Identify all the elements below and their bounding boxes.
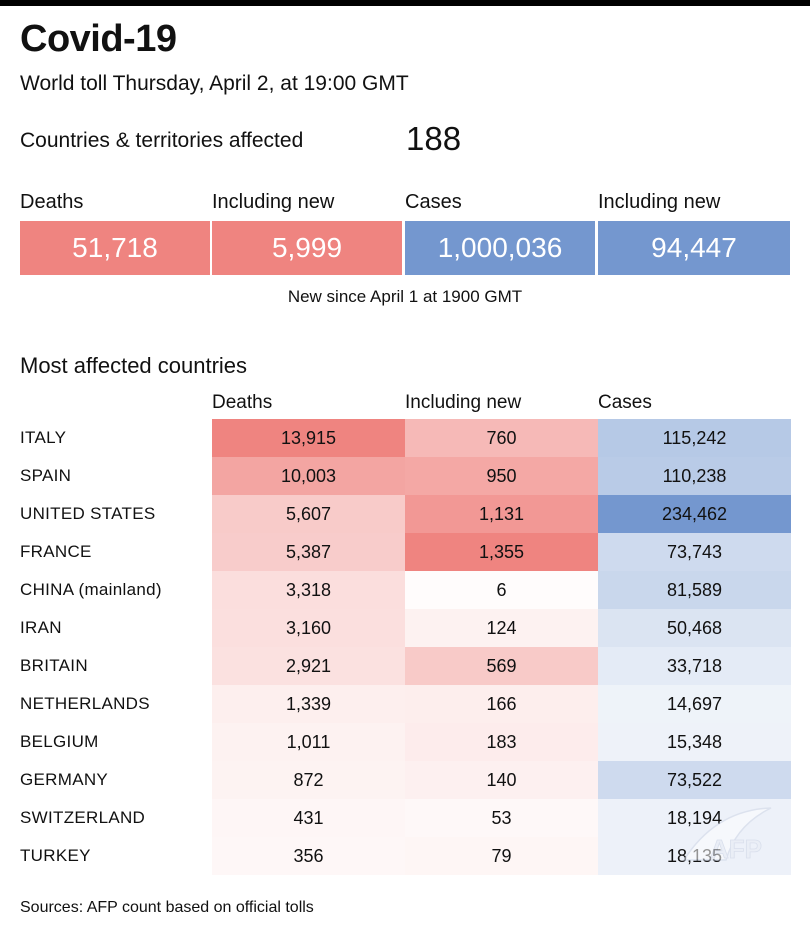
deaths-cell: 3,318 xyxy=(212,571,405,609)
country-name: TURKEY xyxy=(20,846,91,865)
section-title: Most affected countries xyxy=(20,353,248,378)
deaths-cell: 5,607 xyxy=(212,495,405,533)
total-value-deaths: 51,718 xyxy=(20,221,210,275)
deaths-cell: 2,921 xyxy=(212,647,405,685)
total-value-new-deaths: 5,999 xyxy=(212,221,402,275)
total-value-new-cases: 94,447 xyxy=(598,221,790,275)
column-header-deaths: Deaths xyxy=(212,392,273,413)
source-note: Sources: AFP count based on official tol… xyxy=(20,899,314,916)
cases-cell: 73,743 xyxy=(598,533,791,571)
table-row: UNITED STATES 5,607 1,131 234,462 xyxy=(0,495,810,533)
table-row: IRAN 3,160 124 50,468 xyxy=(0,609,810,647)
deaths-cell: 5,387 xyxy=(212,533,405,571)
cases-cell: 81,589 xyxy=(598,571,791,609)
total-header-deaths: Deaths xyxy=(20,191,84,213)
table-row: SWITZERLAND 431 53 18,194 xyxy=(0,799,810,837)
new-deaths-cell: 569 xyxy=(405,647,598,685)
page-subtitle: World toll Thursday, April 2, at 19:00 G… xyxy=(20,72,409,95)
new-deaths-cell: 166 xyxy=(405,685,598,723)
country-name: SPAIN xyxy=(20,466,72,485)
total-header-new-deaths: Including new xyxy=(212,191,335,213)
total-header-cases: Cases xyxy=(405,191,462,213)
country-name: ITALY xyxy=(20,428,67,447)
countries-affected-label: Countries & territories affected xyxy=(20,129,304,152)
table-row: BELGIUM 1,011 183 15,348 xyxy=(0,723,810,761)
column-header-cases: Cases xyxy=(598,392,652,413)
deaths-cell: 1,339 xyxy=(212,685,405,723)
new-deaths-cell: 1,131 xyxy=(405,495,598,533)
table-row: NETHERLANDS 1,339 166 14,697 xyxy=(0,685,810,723)
country-name: UNITED STATES xyxy=(20,504,156,523)
page-title: Covid-19 xyxy=(20,18,177,60)
country-name: BELGIUM xyxy=(20,732,99,751)
table-row: SPAIN 10,003 950 110,238 xyxy=(0,457,810,495)
cases-cell: 14,697 xyxy=(598,685,791,723)
deaths-cell: 431 xyxy=(212,799,405,837)
new-since-note: New since April 1 at 1900 GMT xyxy=(287,287,523,306)
afp-logo-watermark-icon: AFP xyxy=(676,800,796,875)
table-row: ITALY 13,915 760 115,242 xyxy=(0,419,810,457)
column-header-new-deaths: Including new xyxy=(405,392,522,413)
new-deaths-cell: 183 xyxy=(405,723,598,761)
top-bar xyxy=(0,0,810,6)
table-row: TURKEY3567918,135 xyxy=(0,837,810,875)
svg-text:AFP: AFP xyxy=(710,834,762,864)
new-deaths-cell: 124 xyxy=(405,609,598,647)
total-value-cases: 1,000,036 xyxy=(405,221,595,275)
cases-cell: 73,522 xyxy=(598,761,791,799)
country-name: SWITZERLAND xyxy=(20,808,146,827)
cases-cell: 15,348 xyxy=(598,723,791,761)
country-name: BRITAIN xyxy=(20,656,88,675)
new-deaths-cell: 6 xyxy=(405,571,598,609)
table-row: GERMANY 872 140 73,522 xyxy=(0,761,810,799)
cases-cell: 50,468 xyxy=(598,609,791,647)
new-deaths-cell: 760 xyxy=(405,419,598,457)
deaths-cell: 13,915 xyxy=(212,419,405,457)
table-row: FRANCE 5,387 1,355 73,743 xyxy=(0,533,810,571)
cases-cell: 234,462 xyxy=(598,495,791,533)
deaths-cell: 10,003 xyxy=(212,457,405,495)
new-deaths-cell: 1,355 xyxy=(405,533,598,571)
country-name: GERMANY xyxy=(20,770,109,789)
table-row: BRITAIN 2,921 569 33,718 xyxy=(0,647,810,685)
cases-cell: 18,194 xyxy=(598,799,791,837)
country-name: IRAN xyxy=(20,618,62,637)
total-header-new-cases: Including new xyxy=(598,191,721,213)
cases-cell: 110,238 xyxy=(598,457,791,495)
country-name: FRANCE xyxy=(20,542,92,561)
new-deaths-cell: 140 xyxy=(405,761,598,799)
countries-affected-value: 188 xyxy=(406,120,462,157)
country-name: CHINA (mainland) xyxy=(20,580,162,599)
cases-cell: 33,718 xyxy=(598,647,791,685)
deaths-cell: 356 xyxy=(212,837,405,875)
deaths-cell: 1,011 xyxy=(212,723,405,761)
deaths-cell: 872 xyxy=(212,761,405,799)
table-row: CHINA (mainland) 3,318 6 81,589 xyxy=(0,571,810,609)
cases-cell: 115,242 xyxy=(598,419,791,457)
deaths-cell: 3,160 xyxy=(212,609,405,647)
new-deaths-cell: 53 xyxy=(405,799,598,837)
new-deaths-cell: 79 xyxy=(405,837,598,875)
new-deaths-cell: 950 xyxy=(405,457,598,495)
country-name: NETHERLANDS xyxy=(20,694,150,713)
